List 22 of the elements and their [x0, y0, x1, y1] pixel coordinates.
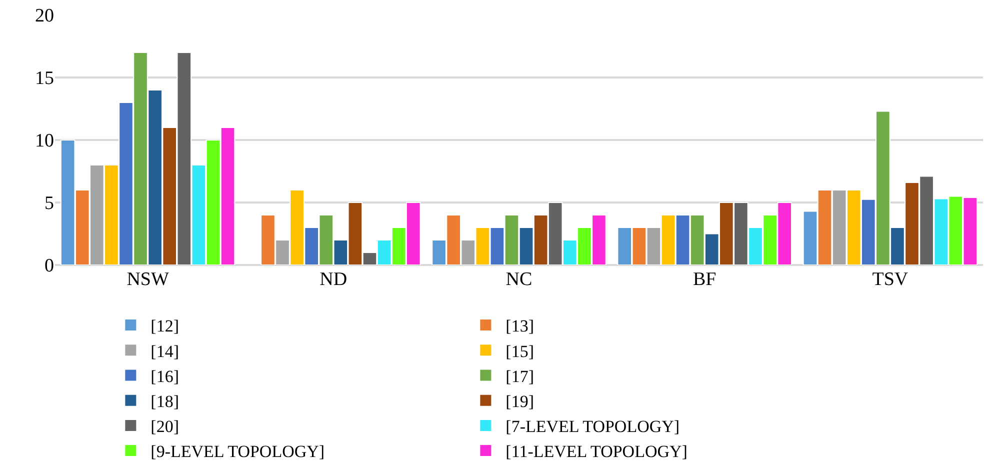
y-tick-label: 20: [35, 6, 54, 27]
x-tick-label: NSW: [126, 269, 169, 290]
x-tick-label: BF: [692, 269, 716, 290]
legend-label: [12]: [150, 316, 180, 336]
legend-label: [19]: [506, 392, 534, 411]
y-tick-label: 5: [44, 193, 54, 214]
legend-label: [9-LEVEL TOPOLOGY]: [150, 442, 325, 462]
y-tick-label: 15: [35, 68, 54, 90]
legend-label: [13]: [506, 316, 534, 336]
legend-label: [18]: [150, 392, 180, 411]
legend-label: [15]: [506, 342, 534, 361]
legend-label: [11-LEVEL TOPOLOGY]: [506, 442, 688, 462]
legend-label: [14]: [150, 342, 180, 361]
x-tick-label: ND: [320, 269, 348, 290]
legend-label: [20]: [150, 417, 180, 436]
x-tick-label: NC: [506, 269, 532, 290]
legend-label: [16]: [150, 366, 180, 386]
legend-label: [17]: [506, 366, 534, 386]
y-tick-label: 10: [35, 130, 54, 152]
y-tick-label: 0: [44, 256, 54, 277]
legend-label: [7-LEVEL TOPOLOGY]: [506, 417, 680, 436]
x-tick-label: TSV: [872, 269, 908, 290]
